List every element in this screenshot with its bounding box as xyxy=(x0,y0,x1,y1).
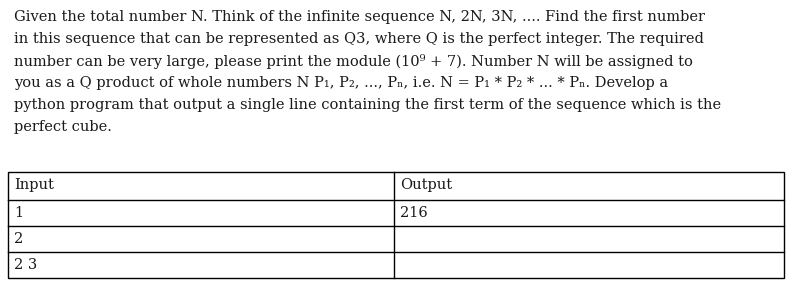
Text: perfect cube.: perfect cube. xyxy=(14,120,112,134)
Text: Input: Input xyxy=(14,178,54,192)
Text: in this sequence that can be represented as Q3, where Q is the perfect integer. : in this sequence that can be represented… xyxy=(14,32,704,46)
Text: 2: 2 xyxy=(14,232,23,246)
Bar xyxy=(8,172,784,278)
Text: python program that output a single line containing the first term of the sequen: python program that output a single line… xyxy=(14,98,722,112)
Text: 2 3: 2 3 xyxy=(14,258,37,272)
Text: 1: 1 xyxy=(14,206,23,220)
Text: Given the total number N. Think of the infinite sequence N, 2N, 3N, .... Find th: Given the total number N. Think of the i… xyxy=(14,10,705,24)
Text: 216: 216 xyxy=(400,206,428,220)
Text: you as a Q product of whole numbers N P₁, P₂, ..., Pₙ, i.e. N = P₁ * P₂ * ... * : you as a Q product of whole numbers N P₁… xyxy=(14,76,668,90)
Text: Output: Output xyxy=(400,178,452,192)
Text: number can be very large, please print the module (10⁹ + 7). Number N will be as: number can be very large, please print t… xyxy=(14,54,693,69)
